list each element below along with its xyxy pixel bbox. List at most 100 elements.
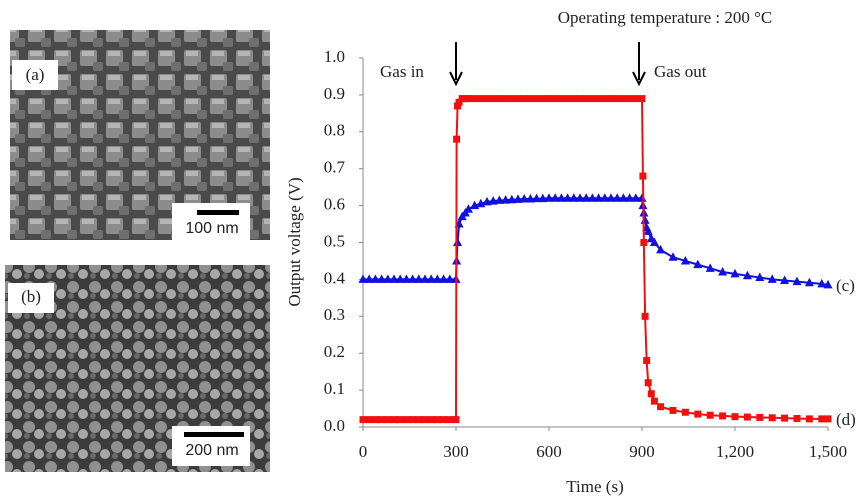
data-point <box>639 95 646 102</box>
y-tick-label: 0.2 <box>324 342 345 361</box>
data-point <box>533 95 540 102</box>
data-point <box>403 416 410 423</box>
data-point <box>632 95 639 102</box>
scale-label: 200 nm <box>185 442 238 459</box>
y-tick-label: 0.8 <box>324 121 345 140</box>
data-point <box>490 95 497 102</box>
data-point <box>360 416 367 423</box>
data-point <box>378 416 385 423</box>
y-tick-label: 0.3 <box>324 305 345 324</box>
arrow <box>633 42 645 84</box>
data-point <box>620 95 627 102</box>
scale-label: 100 nm <box>185 220 238 237</box>
data-point <box>552 95 559 102</box>
x-axis-label: Time (s) <box>566 477 623 496</box>
y-tick-label: 0.4 <box>324 268 346 287</box>
data-point <box>648 390 655 397</box>
data-point <box>694 411 701 418</box>
data-point <box>643 357 650 364</box>
data-point <box>372 416 379 423</box>
x-tick-label: 1,200 <box>716 442 754 461</box>
data-point <box>639 173 646 180</box>
y-tick-label: 0.1 <box>324 379 345 398</box>
data-point <box>453 136 460 143</box>
data-point <box>641 215 650 224</box>
data-point <box>391 416 398 423</box>
series-line <box>363 99 828 420</box>
data-point <box>781 415 788 422</box>
data-point <box>732 413 739 420</box>
data-point <box>446 416 453 423</box>
data-point <box>719 412 726 419</box>
data-point <box>640 239 647 246</box>
chart: Operating temperature : 200 °C Time (s) … <box>285 8 856 496</box>
data-point <box>397 416 404 423</box>
data-point <box>434 416 441 423</box>
data-point <box>428 416 435 423</box>
data-point <box>626 95 633 102</box>
data-point <box>366 416 373 423</box>
data-point <box>465 95 472 102</box>
panel-label: (a) <box>26 65 45 84</box>
data-point <box>818 415 825 422</box>
data-point <box>515 95 522 102</box>
arrow <box>450 42 462 84</box>
chart-title: Operating temperature : 200 °C <box>558 8 773 27</box>
data-point <box>707 412 714 419</box>
data-point <box>589 95 596 102</box>
data-point <box>471 95 478 102</box>
data-point <box>601 95 608 102</box>
annotation: Gas in <box>380 62 424 81</box>
panel-label: (b) <box>21 287 41 306</box>
data-point <box>546 95 553 102</box>
sem-image-b: (b) 200 nm <box>5 265 270 472</box>
data-point <box>577 95 584 102</box>
data-point <box>409 416 416 423</box>
data-point <box>440 416 447 423</box>
data-point <box>521 95 528 102</box>
x-tick-label: 900 <box>629 442 655 461</box>
x-tick-label: 0 <box>359 442 368 461</box>
data-point <box>415 416 422 423</box>
series-label: (d) <box>836 410 856 429</box>
data-point <box>744 414 751 421</box>
data-point <box>564 95 571 102</box>
data-point <box>384 416 391 423</box>
y-tick-label: 0.0 <box>324 416 345 435</box>
data-point <box>794 415 801 422</box>
x-tick-label: 1,500 <box>809 442 847 461</box>
data-point <box>657 403 664 410</box>
y-axis-label: Output voltage (V) <box>285 177 304 306</box>
data-point <box>682 409 689 416</box>
y-tick-label: 1.0 <box>324 47 345 66</box>
data-point <box>453 416 460 423</box>
y-tick-label: 0.5 <box>324 231 345 250</box>
annotation: Gas out <box>654 62 707 81</box>
data-point <box>558 95 565 102</box>
x-tick-label: 300 <box>443 442 469 461</box>
data-point <box>670 407 677 414</box>
series-line <box>363 198 828 285</box>
data-point <box>651 398 658 405</box>
data-point <box>806 415 813 422</box>
data-point <box>645 379 652 386</box>
data-point <box>484 95 491 102</box>
y-tick-label: 0.9 <box>324 84 345 103</box>
data-point <box>583 95 590 102</box>
data-point <box>608 95 615 102</box>
data-point <box>496 95 503 102</box>
y-tick-label: 0.6 <box>324 195 345 214</box>
scale-bar <box>184 432 244 437</box>
data-point <box>508 95 515 102</box>
data-point <box>570 95 577 102</box>
data-point <box>756 414 763 421</box>
data-point <box>825 415 832 422</box>
x-tick-label: 600 <box>536 442 562 461</box>
data-point <box>595 95 602 102</box>
y-tick-label: 0.7 <box>324 158 346 177</box>
scale-bar <box>197 210 239 215</box>
data-point <box>477 95 484 102</box>
data-point <box>453 238 462 247</box>
series-label: (c) <box>836 276 855 295</box>
data-point <box>539 95 546 102</box>
